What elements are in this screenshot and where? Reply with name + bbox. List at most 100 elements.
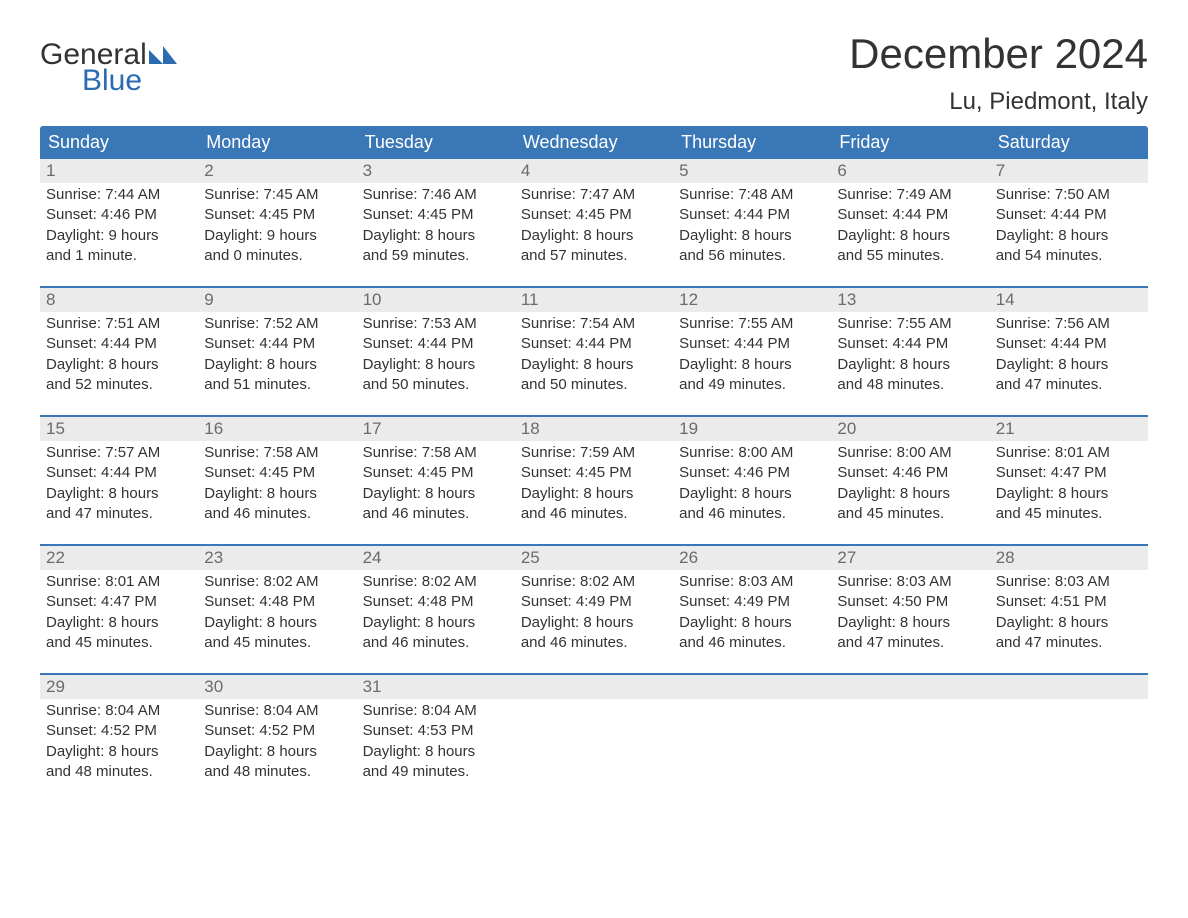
day-sunset: Sunset: 4:49 PM [679, 592, 825, 612]
day-day2: and 52 minutes. [46, 375, 192, 395]
day-sunset: Sunset: 4:46 PM [679, 463, 825, 483]
brand-logo-mark-icon [149, 40, 177, 70]
day-cell: 17Sunrise: 7:58 AMSunset: 4:45 PMDayligh… [357, 417, 515, 530]
day-content [521, 699, 667, 701]
day-number: 5 [673, 159, 831, 183]
week-row: 1Sunrise: 7:44 AMSunset: 4:46 PMDaylight… [40, 159, 1148, 272]
day-cell: 24Sunrise: 8:02 AMSunset: 4:48 PMDayligh… [357, 546, 515, 659]
day-sunrise: Sunrise: 7:57 AM [46, 443, 192, 463]
day-content: Sunrise: 8:03 AMSunset: 4:51 PMDaylight:… [996, 570, 1142, 653]
day-sunset: Sunset: 4:51 PM [996, 592, 1142, 612]
day-sunset: Sunset: 4:45 PM [204, 205, 350, 225]
day-sunrise: Sunrise: 7:55 AM [679, 314, 825, 334]
day-day1: Daylight: 8 hours [46, 355, 192, 375]
day-sunset: Sunset: 4:44 PM [679, 205, 825, 225]
day-content: Sunrise: 7:59 AMSunset: 4:45 PMDaylight:… [521, 441, 667, 524]
day-day1: Daylight: 8 hours [679, 355, 825, 375]
day-day1: Daylight: 8 hours [521, 226, 667, 246]
day-content: Sunrise: 8:00 AMSunset: 4:46 PMDaylight:… [679, 441, 825, 524]
day-number: 19 [673, 417, 831, 441]
header: General Blue December 2024 Lu, Piedmont,… [40, 30, 1148, 116]
day-number: 12 [673, 288, 831, 312]
day-number: 11 [515, 288, 673, 312]
title-block: December 2024 Lu, Piedmont, Italy [849, 30, 1148, 116]
day-sunrise: Sunrise: 8:00 AM [679, 443, 825, 463]
day-day2: and 46 minutes. [521, 633, 667, 653]
day-day2: and 46 minutes. [679, 633, 825, 653]
day-content: Sunrise: 7:45 AMSunset: 4:45 PMDaylight:… [204, 183, 350, 266]
day-number [515, 675, 673, 699]
day-sunrise: Sunrise: 8:02 AM [521, 572, 667, 592]
day-day2: and 46 minutes. [204, 504, 350, 524]
day-number [990, 675, 1148, 699]
day-content: Sunrise: 7:55 AMSunset: 4:44 PMDaylight:… [679, 312, 825, 395]
week-row: 15Sunrise: 7:57 AMSunset: 4:44 PMDayligh… [40, 415, 1148, 530]
day-cell: 13Sunrise: 7:55 AMSunset: 4:44 PMDayligh… [831, 288, 989, 401]
day-day1: Daylight: 8 hours [996, 226, 1142, 246]
day-day1: Daylight: 8 hours [204, 613, 350, 633]
day-sunrise: Sunrise: 8:03 AM [837, 572, 983, 592]
day-sunrise: Sunrise: 7:49 AM [837, 185, 983, 205]
day-content: Sunrise: 8:03 AMSunset: 4:49 PMDaylight:… [679, 570, 825, 653]
day-sunrise: Sunrise: 8:02 AM [204, 572, 350, 592]
day-sunrise: Sunrise: 7:59 AM [521, 443, 667, 463]
day-number: 15 [40, 417, 198, 441]
day-cell: 1Sunrise: 7:44 AMSunset: 4:46 PMDaylight… [40, 159, 198, 272]
day-sunset: Sunset: 4:45 PM [363, 463, 509, 483]
day-content: Sunrise: 7:55 AMSunset: 4:44 PMDaylight:… [837, 312, 983, 395]
day-content: Sunrise: 8:02 AMSunset: 4:48 PMDaylight:… [204, 570, 350, 653]
day-cell: 2Sunrise: 7:45 AMSunset: 4:45 PMDaylight… [198, 159, 356, 272]
day-cell: 26Sunrise: 8:03 AMSunset: 4:49 PMDayligh… [673, 546, 831, 659]
day-content: Sunrise: 7:53 AMSunset: 4:44 PMDaylight:… [363, 312, 509, 395]
day-content: Sunrise: 7:44 AMSunset: 4:46 PMDaylight:… [46, 183, 192, 266]
day-sunrise: Sunrise: 7:54 AM [521, 314, 667, 334]
day-sunrise: Sunrise: 7:47 AM [521, 185, 667, 205]
day-day1: Daylight: 8 hours [363, 226, 509, 246]
day-number: 7 [990, 159, 1148, 183]
day-day2: and 46 minutes. [521, 504, 667, 524]
day-day2: and 48 minutes. [46, 762, 192, 782]
day-number: 14 [990, 288, 1148, 312]
day-day2: and 45 minutes. [837, 504, 983, 524]
day-sunset: Sunset: 4:44 PM [837, 334, 983, 354]
day-sunrise: Sunrise: 8:04 AM [363, 701, 509, 721]
day-number: 22 [40, 546, 198, 570]
day-number: 2 [198, 159, 356, 183]
location-text: Lu, Piedmont, Italy [849, 88, 1148, 116]
day-content: Sunrise: 8:04 AMSunset: 4:53 PMDaylight:… [363, 699, 509, 782]
day-sunset: Sunset: 4:50 PM [837, 592, 983, 612]
day-cell [515, 675, 673, 788]
day-day1: Daylight: 8 hours [363, 613, 509, 633]
day-sunrise: Sunrise: 7:53 AM [363, 314, 509, 334]
day-day1: Daylight: 8 hours [521, 355, 667, 375]
day-content: Sunrise: 8:01 AMSunset: 4:47 PMDaylight:… [996, 441, 1142, 524]
day-number: 4 [515, 159, 673, 183]
day-sunrise: Sunrise: 8:01 AM [46, 572, 192, 592]
week-row: 8Sunrise: 7:51 AMSunset: 4:44 PMDaylight… [40, 286, 1148, 401]
day-sunset: Sunset: 4:52 PM [204, 721, 350, 741]
day-sunrise: Sunrise: 8:00 AM [837, 443, 983, 463]
day-day1: Daylight: 8 hours [837, 355, 983, 375]
day-day2: and 0 minutes. [204, 246, 350, 266]
day-number: 18 [515, 417, 673, 441]
day-cell: 27Sunrise: 8:03 AMSunset: 4:50 PMDayligh… [831, 546, 989, 659]
day-number: 29 [40, 675, 198, 699]
day-sunrise: Sunrise: 8:03 AM [996, 572, 1142, 592]
day-sunrise: Sunrise: 7:52 AM [204, 314, 350, 334]
day-cell: 6Sunrise: 7:49 AMSunset: 4:44 PMDaylight… [831, 159, 989, 272]
day-day2: and 54 minutes. [996, 246, 1142, 266]
day-cell: 18Sunrise: 7:59 AMSunset: 4:45 PMDayligh… [515, 417, 673, 530]
day-header-tuesday: Tuesday [357, 126, 515, 159]
day-header-saturday: Saturday [990, 126, 1148, 159]
day-day2: and 47 minutes. [996, 375, 1142, 395]
day-headers-row: Sunday Monday Tuesday Wednesday Thursday… [40, 126, 1148, 159]
day-number: 28 [990, 546, 1148, 570]
day-day1: Daylight: 8 hours [837, 484, 983, 504]
day-day1: Daylight: 8 hours [204, 742, 350, 762]
day-day1: Daylight: 8 hours [46, 742, 192, 762]
day-day2: and 46 minutes. [363, 504, 509, 524]
day-sunset: Sunset: 4:52 PM [46, 721, 192, 741]
day-day2: and 45 minutes. [996, 504, 1142, 524]
day-number: 3 [357, 159, 515, 183]
day-sunset: Sunset: 4:44 PM [996, 205, 1142, 225]
